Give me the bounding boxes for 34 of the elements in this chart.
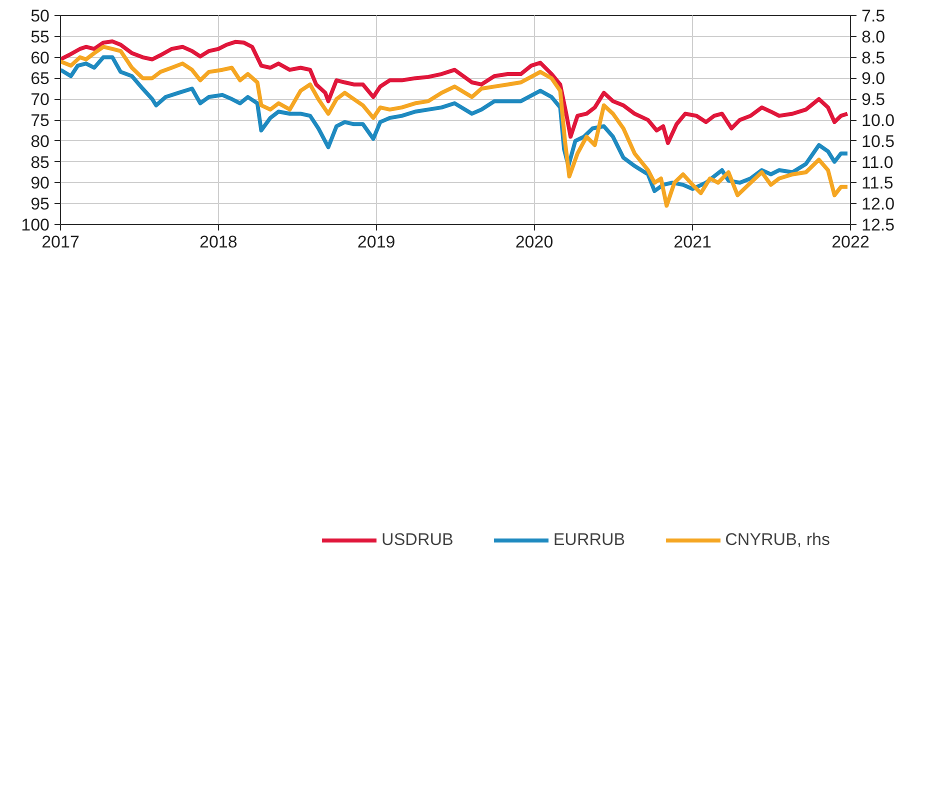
line-series [60,44,850,208]
x-tick-label: 2017 [42,232,80,252]
x-tick-label: 2020 [515,232,554,252]
x-tick-label: 2022 [832,232,870,252]
y-tick-label: 75 [30,111,50,130]
y-tick-label: 70 [30,90,50,110]
y2-tick-label: 8.0 [862,27,886,46]
y-tick-label: 55 [30,27,50,46]
y2-tick-label: 11.5 [862,174,894,193]
y2-tick-label: 12.5 [862,216,895,234]
y-tick-label: 90 [30,174,50,193]
legend-label: USDRUB [382,530,454,550]
legend-label: EURRUB [553,530,626,550]
y-tick-label: 95 [30,194,50,214]
y2-tick-label: 9.5 [862,90,886,110]
y-tick-label: 60 [30,48,50,68]
y2-tick-label: 9.0 [862,69,886,88]
x-tick-label: 2019 [357,232,396,252]
line-series [60,39,850,145]
y-tick-label: 100 [21,216,50,234]
y-tick-label: 80 [30,132,50,151]
y2-tick-label: 7.5 [862,6,886,26]
x-tick-label: 2018 [200,232,238,252]
y-tick-label: 85 [30,152,50,172]
y2-tick-label: 11.0 [862,152,894,172]
x-tick-label: 2021 [674,232,712,252]
y-tick-label: 65 [30,69,50,88]
y2-tick-label: 8.5 [862,48,886,68]
y2-tick-label: 12.0 [862,194,895,214]
y2-tick-label: 10.5 [862,132,895,151]
legend-label: CNYRUB, rhs [725,530,830,550]
y-tick-label: 50 [30,6,50,26]
y2-tick-label: 10.0 [862,111,895,130]
line-series [60,55,850,194]
